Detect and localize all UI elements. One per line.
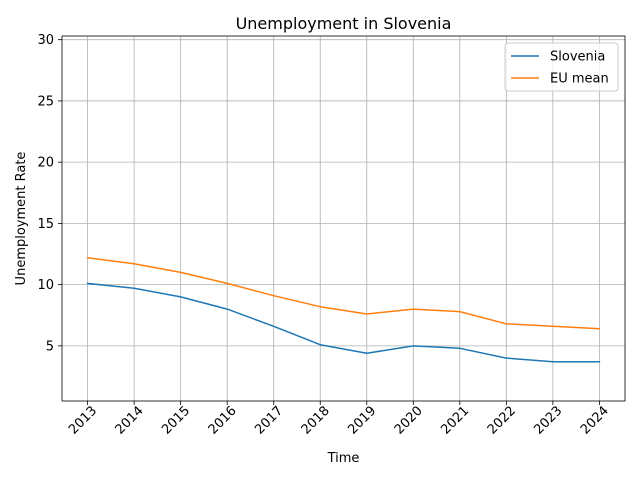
- y-tick-label: 20: [37, 156, 54, 171]
- y-axis-label: Unemployment Rate: [14, 152, 29, 286]
- x-tick-label: 2015: [159, 404, 193, 438]
- x-axis-label: Time: [327, 451, 360, 466]
- x-tick-label: 2024: [578, 404, 612, 438]
- x-tick-label: 2017: [252, 404, 286, 438]
- y-tick-label: 25: [37, 94, 54, 109]
- x-tick-label: 2013: [66, 404, 100, 438]
- legend-label-slovenia: Slovenia: [550, 50, 605, 65]
- legend-label-eu-mean: EU mean: [550, 72, 609, 87]
- x-tick-label: 2021: [438, 404, 472, 438]
- series-line-eu-mean: [86, 256, 601, 330]
- y-axis-ticks: 5 10 15 20 25 30: [37, 33, 62, 354]
- x-tick-label: 2014: [113, 404, 147, 438]
- chart-title: Unemployment in Slovenia: [236, 14, 452, 33]
- y-tick-label: 15: [37, 217, 54, 232]
- x-tick-label: 2019: [345, 404, 379, 438]
- grid-lines: [62, 36, 625, 401]
- y-tick-label: 5: [46, 339, 54, 354]
- y-tick-label: 10: [37, 278, 54, 293]
- plot-frame: [61, 35, 626, 402]
- x-tick-label: 2018: [299, 404, 333, 438]
- x-tick-label: 2022: [485, 404, 519, 438]
- series-lines: [86, 256, 601, 363]
- x-tick-label: 2016: [206, 404, 240, 438]
- x-axis-ticks: 2013 2014 2015 2016 2017 2018 2019 2020 2021 2022…: [66, 401, 612, 438]
- legend-box: [504, 42, 619, 92]
- series-line-slovenia: [86, 282, 601, 363]
- y-tick-label: 30: [37, 33, 54, 48]
- legend: Slovenia EU mean: [504, 42, 619, 92]
- x-tick-label: 2020: [392, 404, 426, 438]
- x-tick-label: 2023: [531, 404, 565, 438]
